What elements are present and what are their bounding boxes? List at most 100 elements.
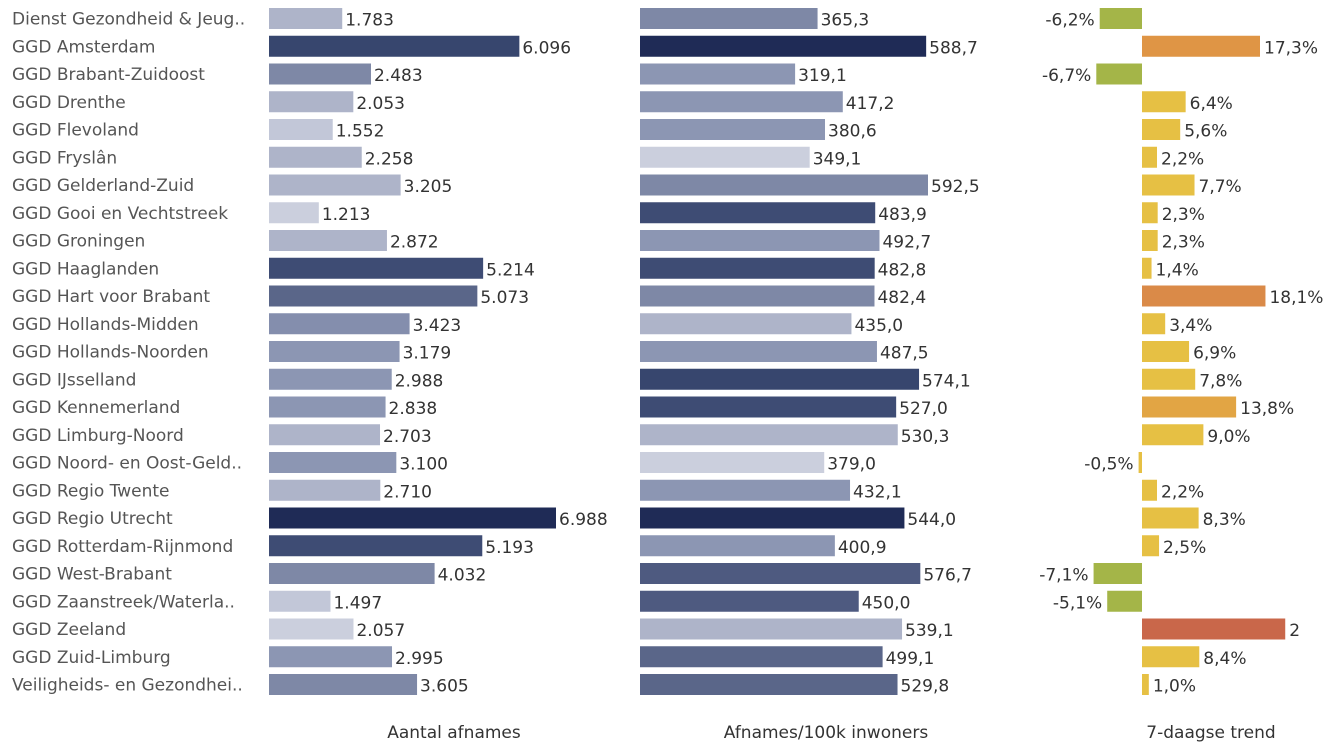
bar-afnames-ggd-amsterdam (269, 35, 520, 57)
bar-per-100k-ggd-limburg-noord (640, 424, 898, 446)
bar-trend-ggd-gelderland-zuid (1142, 174, 1195, 196)
value-label-trend-ggd-zeeland: 2 (1289, 621, 1300, 641)
bar-afnames-ggd-noord-en-oost-geld (269, 452, 397, 473)
bar-afnames-ggd-drenthe (269, 91, 354, 113)
bar-afnames-ggd-gooi-en-vechtstreek (269, 202, 319, 224)
value-label-afnames-ggd-drenthe: 2.053 (356, 94, 405, 114)
value-label-afnames-ggd-frysl-n: 2.258 (365, 149, 414, 169)
bar-trend-ggd-rotterdam-rijnmond (1142, 535, 1160, 557)
bar-trend-ggd-limburg-noord (1142, 424, 1204, 446)
value-label-per-100k-ggd-amsterdam: 588,7 (929, 38, 978, 58)
category-label-ggd-hart-voor-brabant: GGD Hart voor Brabant (12, 287, 210, 307)
value-label-per-100k-ggd-noord-en-oost-geld: 379,0 (827, 455, 876, 475)
value-label-trend-ggd-zaanstreek-waterla: -5,1% (1053, 593, 1102, 613)
category-label-veiligheids-en-gezondhei: Veiligheids- en Gezondhei.. (12, 676, 243, 696)
category-label-ggd-zeeland: GGD Zeeland (12, 620, 126, 640)
bar-trend-ggd-kennemerland (1142, 396, 1237, 418)
panel-7-daagse-trend: -6,2% 17,3% -6,7% 6,4% 5,6% 2,2% 7,7% 2,3% 2,3% 1… (1039, 8, 1323, 697)
bar-trend-ggd-gooi-en-vechtstreek (1142, 202, 1158, 224)
value-label-afnames-ggd-haaglanden: 5.214 (486, 260, 535, 280)
bar-per-100k-ggd-gelderland-zuid (640, 174, 928, 196)
value-label-per-100k-ggd-regio-twente: 432,1 (853, 482, 902, 502)
value-label-trend-ggd-limburg-noord: 9,0% (1207, 427, 1250, 447)
bar-afnames-ggd-ijsselland (269, 368, 392, 390)
value-label-per-100k-ggd-gelderland-zuid: 592,5 (931, 177, 980, 197)
value-label-per-100k-dienst-gezondheid-jeug: 365,3 (821, 11, 870, 31)
bar-trend-ggd-hollands-noorden (1142, 341, 1190, 362)
bar-afnames-ggd-limburg-noord (269, 424, 381, 446)
value-label-trend-ggd-noord-en-oost-geld: -0,5% (1084, 455, 1133, 475)
category-label-ggd-gooi-en-vechtstreek: GGD Gooi en Vechtstreek (12, 204, 228, 224)
bar-per-100k-ggd-drenthe (640, 91, 843, 113)
category-label-ggd-regio-utrecht: GGD Regio Utrecht (12, 509, 173, 529)
bar-trend-ggd-zaanstreek-waterla (1107, 590, 1142, 612)
category-label-ggd-limburg-noord: GGD Limburg-Noord (12, 426, 184, 446)
bar-afnames-ggd-hollands-noorden (269, 341, 400, 362)
value-label-trend-ggd-drenthe: 6,4% (1190, 94, 1233, 114)
bar-trend-ggd-frysl-n (1142, 146, 1158, 168)
bar-trend-veiligheids-en-gezondhei (1142, 674, 1149, 695)
category-label-ggd-hollands-noorden: GGD Hollands-Noorden (12, 343, 209, 363)
category-label-ggd-amsterdam: GGD Amsterdam (12, 37, 155, 57)
bar-afnames-ggd-zuid-limburg (269, 646, 393, 668)
value-label-trend-ggd-flevoland: 5,6% (1184, 122, 1227, 142)
value-label-afnames-dienst-gezondheid-jeug: 1.783 (345, 11, 394, 31)
value-label-per-100k-ggd-brabant-zuidoost: 319,1 (798, 66, 847, 86)
value-label-trend-ggd-gelderland-zuid: 7,7% (1199, 177, 1242, 197)
value-label-trend-ggd-hart-voor-brabant: 18,1% (1269, 288, 1323, 308)
value-label-per-100k-ggd-zeeland: 539,1 (905, 621, 954, 641)
value-label-trend-ggd-regio-twente: 2,2% (1161, 482, 1204, 502)
panel-aantal-afnames: 1.783 6.096 2.483 2.053 1.552 2.258 3.205 1.213… (269, 8, 608, 697)
value-label-afnames-ggd-gelderland-zuid: 3.205 (404, 177, 453, 197)
bar-trend-ggd-hart-voor-brabant (1142, 285, 1266, 307)
value-label-afnames-ggd-hollands-midden: 3.423 (413, 316, 462, 336)
value-label-per-100k-ggd-limburg-noord: 530,3 (901, 427, 950, 447)
axis-title-afnames-per-100k: Afnames/100k inwoners (724, 723, 929, 743)
category-label-ggd-brabant-zuidoost: GGD Brabant-Zuidoost (12, 65, 205, 85)
bar-per-100k-ggd-brabant-zuidoost (640, 63, 796, 85)
value-label-per-100k-ggd-zuid-limburg: 499,1 (886, 649, 935, 669)
value-label-trend-ggd-hollands-midden: 3,4% (1169, 316, 1212, 336)
value-label-per-100k-ggd-hollands-noorden: 487,5 (880, 344, 929, 364)
bar-afnames-ggd-regio-twente (269, 479, 381, 501)
value-label-trend-ggd-regio-utrecht: 8,3% (1203, 510, 1246, 530)
value-label-trend-veiligheids-en-gezondhei: 1,0% (1153, 677, 1196, 697)
bar-per-100k-ggd-ijsselland (640, 368, 920, 390)
value-label-afnames-ggd-limburg-noord: 2.703 (383, 427, 432, 447)
value-label-afnames-ggd-amsterdam: 6.096 (522, 38, 571, 58)
value-label-per-100k-ggd-rotterdam-rijnmond: 400,9 (838, 538, 887, 558)
bar-trend-ggd-regio-twente (1142, 479, 1158, 501)
bar-trend-ggd-zeeland (1142, 618, 1286, 640)
value-label-per-100k-ggd-regio-utrecht: 544,0 (907, 510, 956, 530)
bar-afnames-ggd-brabant-zuidoost (269, 63, 371, 85)
value-label-afnames-ggd-zeeland: 2.057 (356, 621, 405, 641)
value-label-trend-ggd-amsterdam: 17,3% (1264, 38, 1318, 58)
value-label-afnames-ggd-gooi-en-vechtstreek: 1.213 (322, 205, 371, 225)
bar-trend-ggd-noord-en-oost-geld (1138, 452, 1142, 473)
value-label-afnames-ggd-west-brabant: 4.032 (438, 566, 487, 586)
bar-trend-ggd-amsterdam (1142, 35, 1260, 57)
bar-trend-ggd-west-brabant (1093, 563, 1142, 584)
bar-per-100k-ggd-groningen (640, 230, 880, 251)
category-label-ggd-groningen: GGD Groningen (12, 232, 145, 252)
category-labels: Dienst Gezondheid & Jeug.. GGD Amsterdam G… (12, 10, 245, 696)
category-label-dienst-gezondheid-jeug: Dienst Gezondheid & Jeug.. (12, 10, 245, 30)
category-label-ggd-ijsselland: GGD IJsselland (12, 370, 136, 390)
bar-per-100k-ggd-zuid-limburg (640, 646, 883, 668)
bar-trend-ggd-drenthe (1142, 91, 1186, 113)
bar-trend-ggd-zuid-limburg (1142, 646, 1200, 668)
value-label-trend-ggd-haaglanden: 1,4% (1156, 260, 1199, 280)
bar-afnames-ggd-regio-utrecht (269, 507, 556, 529)
category-label-ggd-noord-en-oost-geld: GGD Noord- en Oost-Geld.. (12, 454, 242, 474)
category-label-ggd-zuid-limburg: GGD Zuid-Limburg (12, 648, 171, 668)
bar-trend-ggd-haaglanden (1142, 257, 1152, 279)
value-label-afnames-ggd-ijsselland: 2.988 (395, 371, 444, 391)
bar-trend-ggd-ijsselland (1142, 368, 1196, 390)
value-label-trend-ggd-gooi-en-vechtstreek: 2,3% (1162, 205, 1205, 225)
axis-title-7-daagse-trend: 7-daagse trend (1146, 723, 1275, 743)
bar-per-100k-ggd-amsterdam (640, 35, 927, 57)
value-label-trend-ggd-frysl-n: 2,2% (1161, 149, 1204, 169)
value-label-trend-ggd-rotterdam-rijnmond: 2,5% (1163, 538, 1206, 558)
category-label-ggd-regio-twente: GGD Regio Twente (12, 481, 170, 501)
bar-afnames-ggd-zaanstreek-waterla (269, 590, 331, 612)
